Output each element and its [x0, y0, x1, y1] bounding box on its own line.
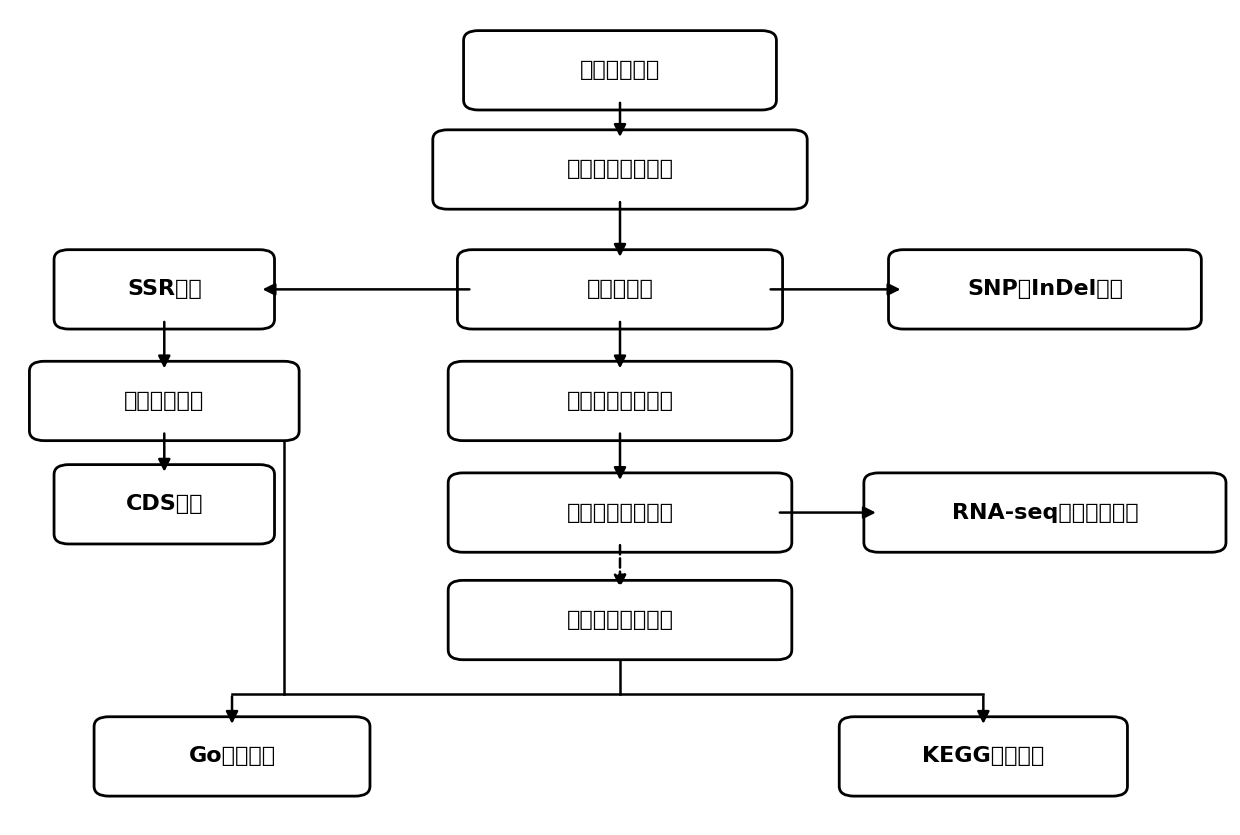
FancyBboxPatch shape	[839, 716, 1127, 796]
FancyBboxPatch shape	[864, 473, 1226, 552]
FancyBboxPatch shape	[448, 580, 792, 660]
Text: 转录本拼接: 转录本拼接	[587, 280, 653, 300]
FancyBboxPatch shape	[55, 464, 274, 544]
FancyBboxPatch shape	[30, 362, 299, 441]
FancyBboxPatch shape	[433, 129, 807, 210]
FancyBboxPatch shape	[448, 473, 792, 552]
Text: 基因功能注释: 基因功能注释	[124, 391, 205, 411]
Text: KEGG富集分析: KEGG富集分析	[923, 746, 1044, 767]
Text: 测序数据质量评估: 测序数据质量评估	[567, 159, 673, 180]
Text: 基因差异表达分析: 基因差异表达分析	[567, 610, 673, 630]
FancyBboxPatch shape	[55, 250, 274, 329]
FancyBboxPatch shape	[458, 250, 782, 329]
FancyBboxPatch shape	[889, 250, 1202, 329]
Text: 基因表达水平分析: 基因表达水平分析	[567, 503, 673, 523]
FancyBboxPatch shape	[464, 31, 776, 110]
Text: 参考序列比对分析: 参考序列比对分析	[567, 391, 673, 411]
FancyBboxPatch shape	[94, 716, 370, 796]
Text: SNP和InDel分析: SNP和InDel分析	[967, 280, 1123, 300]
Text: CDS预测: CDS预测	[125, 494, 203, 514]
FancyBboxPatch shape	[448, 362, 792, 441]
Text: 原始测序资料: 原始测序资料	[580, 60, 660, 80]
Text: Go富集分析: Go富集分析	[188, 746, 275, 767]
Text: RNA-seq整体质量评估: RNA-seq整体质量评估	[951, 503, 1138, 523]
Text: SSR分析: SSR分析	[126, 280, 202, 300]
